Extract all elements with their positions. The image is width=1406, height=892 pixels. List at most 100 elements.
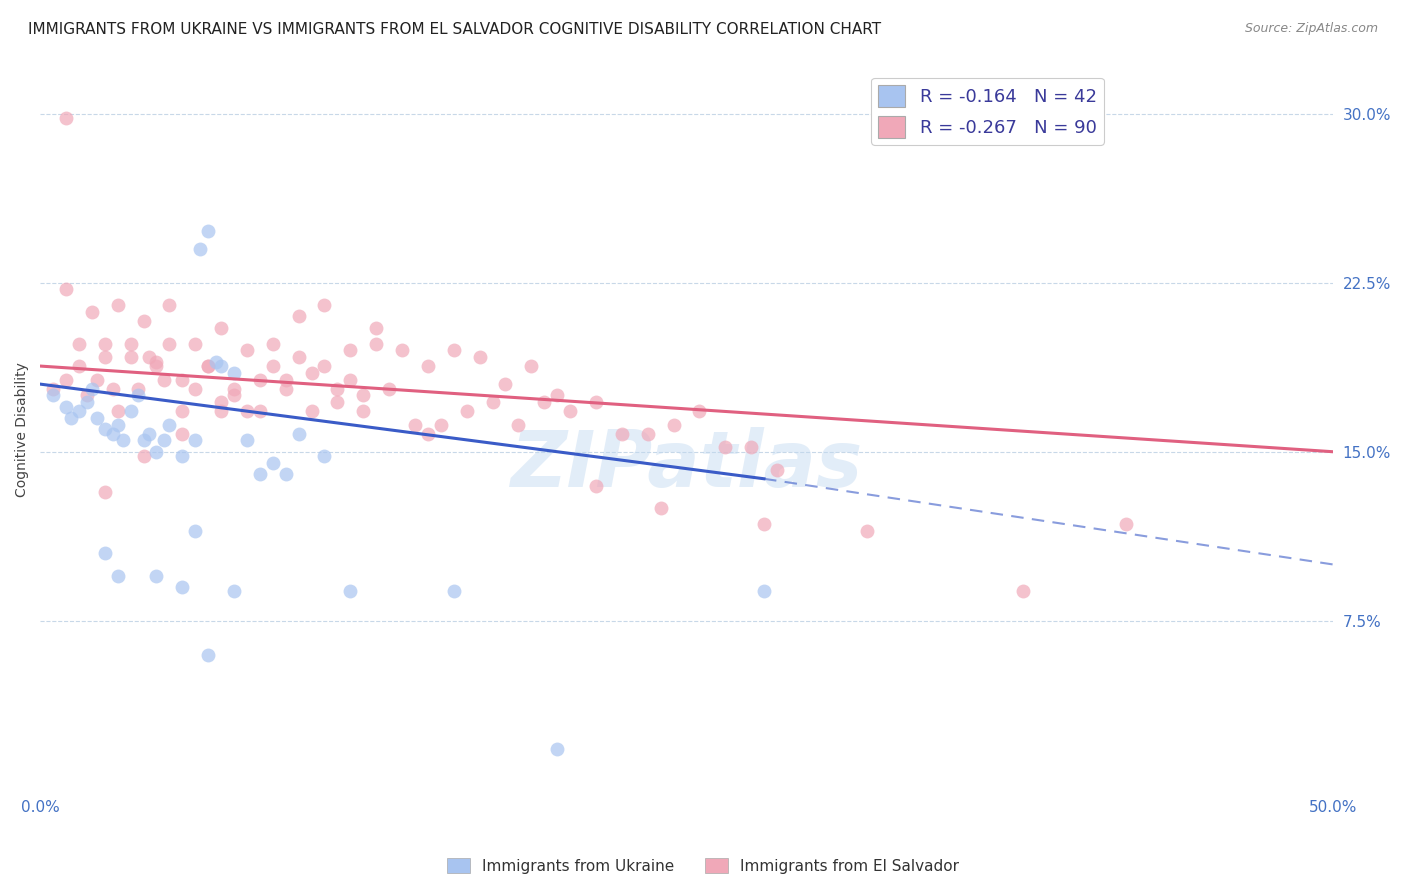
Point [287, 350, 309, 364]
Point [184, 382, 207, 396]
Point [86, 373, 108, 387]
Point [262, 336, 284, 351]
Point [157, 417, 180, 432]
Point [145, 354, 167, 368]
Point [249, 373, 271, 387]
Point [145, 359, 167, 373]
Point [55, 282, 77, 296]
Point [184, 336, 207, 351]
Point [456, 404, 478, 418]
Point [197, 648, 219, 662]
Point [93, 350, 115, 364]
Point [1011, 584, 1033, 599]
Point [101, 426, 124, 441]
Point [443, 343, 465, 358]
Point [688, 404, 710, 418]
Point [209, 359, 232, 373]
Legend: R = -0.164   N = 42, R = -0.267   N = 90: R = -0.164 N = 42, R = -0.267 N = 90 [872, 78, 1104, 145]
Point [495, 377, 517, 392]
Point [249, 404, 271, 418]
Point [86, 411, 108, 425]
Point [222, 584, 245, 599]
Point [80, 382, 103, 396]
Point [107, 417, 129, 432]
Point [157, 298, 180, 312]
Point [93, 336, 115, 351]
Point [391, 343, 413, 358]
Text: Source: ZipAtlas.com: Source: ZipAtlas.com [1244, 22, 1378, 36]
Point [714, 440, 737, 454]
Point [650, 501, 672, 516]
Point [157, 336, 180, 351]
Point [274, 373, 297, 387]
Point [76, 395, 98, 409]
Point [93, 485, 115, 500]
Point [101, 382, 124, 396]
Point [404, 417, 426, 432]
Point [339, 343, 361, 358]
Point [585, 395, 607, 409]
Point [662, 417, 685, 432]
Point [1115, 516, 1137, 531]
Point [42, 388, 65, 402]
Point [585, 478, 607, 492]
Point [67, 359, 90, 373]
Point [856, 524, 879, 538]
Point [222, 382, 245, 396]
Point [153, 373, 176, 387]
Point [558, 404, 581, 418]
Point [132, 434, 155, 448]
Point [67, 404, 90, 418]
Point [366, 336, 388, 351]
Point [80, 305, 103, 319]
Point [107, 568, 129, 582]
Point [339, 584, 361, 599]
Point [326, 395, 349, 409]
Point [42, 382, 65, 396]
Point [508, 417, 530, 432]
Point [236, 343, 259, 358]
Point [326, 382, 349, 396]
Point [520, 359, 543, 373]
Point [209, 395, 232, 409]
Point [172, 426, 194, 441]
Point [314, 449, 336, 463]
Point [172, 580, 194, 594]
Point [67, 336, 90, 351]
Point [366, 320, 388, 334]
Point [249, 467, 271, 482]
Point [740, 440, 762, 454]
Point [752, 584, 775, 599]
Point [752, 516, 775, 531]
Point [120, 336, 142, 351]
Point [378, 382, 401, 396]
Point [55, 400, 77, 414]
Point [274, 467, 297, 482]
Point [55, 111, 77, 125]
Point [481, 395, 503, 409]
Point [132, 314, 155, 328]
Point [352, 404, 374, 418]
Point [153, 434, 176, 448]
Point [610, 426, 633, 441]
Point [145, 444, 167, 458]
Point [314, 298, 336, 312]
Point [127, 382, 149, 396]
Point [222, 388, 245, 402]
Point [76, 388, 98, 402]
Point [262, 359, 284, 373]
Point [416, 426, 439, 441]
Point [93, 546, 115, 560]
Point [287, 310, 309, 324]
Point [274, 382, 297, 396]
Point [172, 404, 194, 418]
Point [352, 388, 374, 402]
Point [107, 404, 129, 418]
Point [197, 359, 219, 373]
Point [236, 434, 259, 448]
Point [546, 388, 568, 402]
Point [546, 742, 568, 756]
Point [301, 404, 323, 418]
Point [637, 426, 659, 441]
Point [190, 242, 212, 256]
